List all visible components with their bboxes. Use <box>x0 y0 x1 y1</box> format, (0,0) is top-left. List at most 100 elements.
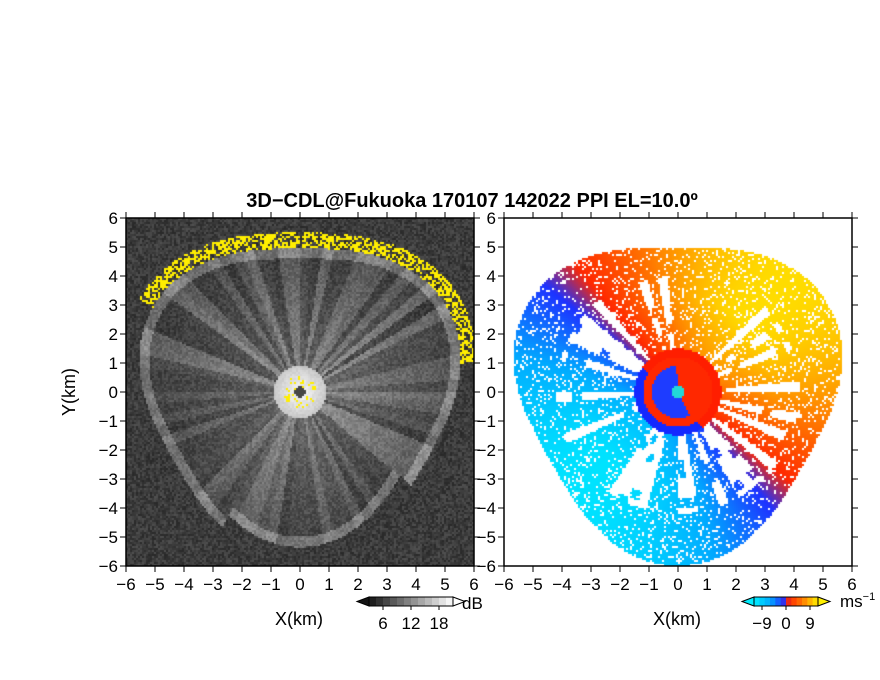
right-plot-area <box>504 218 852 566</box>
left-ytick-label: 5 <box>109 238 118 257</box>
left-ytick-label: 4 <box>109 267 118 286</box>
left-colorbar-arrow-left <box>355 596 370 607</box>
left-xtick-label: −2 <box>232 575 251 594</box>
left-xtick-label: 2 <box>353 575 362 594</box>
left-colorbar-cell <box>439 597 447 606</box>
right-colorbar-cell <box>802 597 808 606</box>
left-colorbar-label: 18 <box>430 614 449 633</box>
left-ytick-label: −5 <box>99 528 118 547</box>
right-xtick-label: 6 <box>847 575 856 594</box>
left-colorbar-cell <box>397 597 405 606</box>
left-ytick-label: −6 <box>99 557 118 576</box>
left-xtick-label: −4 <box>174 575 193 594</box>
left-plot-area <box>126 218 474 566</box>
right-ytick-label: −5 <box>477 528 496 547</box>
right-xtick-label: −2 <box>610 575 629 594</box>
right-xtick-label: −3 <box>581 575 600 594</box>
left-ytick-label: 2 <box>109 325 118 344</box>
left-colorbar-cell <box>383 597 391 606</box>
left-xtick-label: 5 <box>440 575 449 594</box>
right-colorbar-cell <box>754 597 760 606</box>
right-xtick-label: 4 <box>789 575 798 594</box>
left-xtick-label: −5 <box>145 575 164 594</box>
right-xtick-label: 3 <box>760 575 769 594</box>
right-colorbar-label: 9 <box>805 614 814 633</box>
right-ticks: −6 −5 −4 −3 −2 −1 0 1 2 3 4 5 6 6 5 4 3 2 1 0 −1 −2 −3 −4 −5 −6 <box>477 209 858 594</box>
left-ytick-label: 1 <box>109 354 118 373</box>
right-ytick-label: 2 <box>487 325 496 344</box>
left-ytick-label: −4 <box>99 499 118 518</box>
left-colorbar-cell <box>411 597 419 606</box>
right-ytick-label: −3 <box>477 470 496 489</box>
right-colorbar-cell <box>780 597 787 606</box>
right-xtick-label: 0 <box>673 575 682 594</box>
right-ytick-label: 3 <box>487 296 496 315</box>
right-colorbar-label: −9 <box>752 614 771 633</box>
right-ytick-label: 5 <box>487 238 496 257</box>
left-ylabel: Y(km) <box>59 368 79 416</box>
left-ytick-label: −1 <box>99 412 118 431</box>
left-colorbar-unit: dB <box>462 594 483 613</box>
left-colorbar-cell <box>376 597 384 606</box>
left-xtick-label: −6 <box>116 575 135 594</box>
right-xtick-label: 2 <box>731 575 740 594</box>
right-ytick-label: 6 <box>487 209 496 228</box>
right-ytick-label: 4 <box>487 267 496 286</box>
right-colorbar-cell <box>770 597 776 606</box>
left-ytick-label: 0 <box>109 383 118 402</box>
left-panel: −6 −5 −4 −3 −2 −1 0 1 2 3 4 5 6 6 5 4 3 2 1 0 −1 −2 −3 −4 −5 −6 X… <box>59 209 480 629</box>
left-xtick-label: 1 <box>324 575 333 594</box>
right-ytick-label: −6 <box>477 557 496 576</box>
right-colorbar: ms−1 −9 0 9 <box>740 591 875 633</box>
left-xtick-label: 3 <box>382 575 391 594</box>
left-ytick-label: −2 <box>99 441 118 460</box>
right-colorbar-cell <box>796 597 803 606</box>
right-colorbar-arrow-right <box>817 596 832 607</box>
left-colorbar-cell <box>425 597 433 606</box>
left-ytick-label: −3 <box>99 470 118 489</box>
left-xtick-label: −3 <box>203 575 222 594</box>
right-colorbar-label: 0 <box>781 614 790 633</box>
right-colorbar-cell <box>775 597 781 606</box>
left-colorbar-cell <box>369 597 377 606</box>
left-ticks: −6 −5 −4 −3 −2 −1 0 1 2 3 4 5 6 6 5 4 3 2 1 0 −1 −2 −3 −4 −5 −6 <box>99 209 480 594</box>
right-ytick-label: 0 <box>487 383 496 402</box>
right-xtick-label: −4 <box>552 575 571 594</box>
right-colorbar-cell <box>807 597 813 606</box>
left-ytick-label: 6 <box>109 209 118 228</box>
left-xlabel: X(km) <box>275 609 323 629</box>
left-colorbar-cell <box>446 597 454 606</box>
left-ytick-label: 3 <box>109 296 118 315</box>
right-colorbar-unit: ms−1 <box>840 591 875 611</box>
right-colorbar-arrow-left <box>740 596 755 607</box>
chart-title: 3D−CDL@Fukuoka 170107 142022 PPI EL=10.0… <box>246 190 698 212</box>
right-ytick-label: −1 <box>477 412 496 431</box>
right-xtick-label: −6 <box>494 575 513 594</box>
right-xtick-label: 5 <box>818 575 827 594</box>
right-xtick-label: −1 <box>639 575 658 594</box>
left-xtick-label: −1 <box>261 575 280 594</box>
right-ytick-label: −4 <box>477 499 496 518</box>
right-xtick-label: −5 <box>523 575 542 594</box>
right-xtick-label: 1 <box>702 575 711 594</box>
right-panel: −6 −5 −4 −3 −2 −1 0 1 2 3 4 5 6 6 5 4 3 2 1 0 −1 −2 −3 −4 −5 −6 X… <box>477 209 858 629</box>
left-colorbar-label: 6 <box>378 614 387 633</box>
left-colorbar: dB 6 12 18 <box>355 594 483 633</box>
right-colorbar-cell <box>759 597 765 606</box>
left-colorbar-label: 12 <box>402 614 421 633</box>
right-colorbar-cell <box>791 597 797 606</box>
left-colorbar-cell <box>390 597 398 606</box>
right-xlabel: X(km) <box>653 609 701 629</box>
left-colorbar-cell <box>404 597 412 606</box>
left-xtick-label: 6 <box>469 575 478 594</box>
left-colorbar-cell <box>418 597 426 606</box>
left-colorbar-cell <box>432 597 440 606</box>
right-ytick-label: −2 <box>477 441 496 460</box>
left-xtick-label: 4 <box>411 575 420 594</box>
right-colorbar-cell <box>764 597 771 606</box>
right-colorbar-cell <box>812 597 819 606</box>
right-colorbar-cell <box>786 597 792 606</box>
left-xtick-label: 0 <box>295 575 304 594</box>
right-ytick-label: 1 <box>487 354 496 373</box>
